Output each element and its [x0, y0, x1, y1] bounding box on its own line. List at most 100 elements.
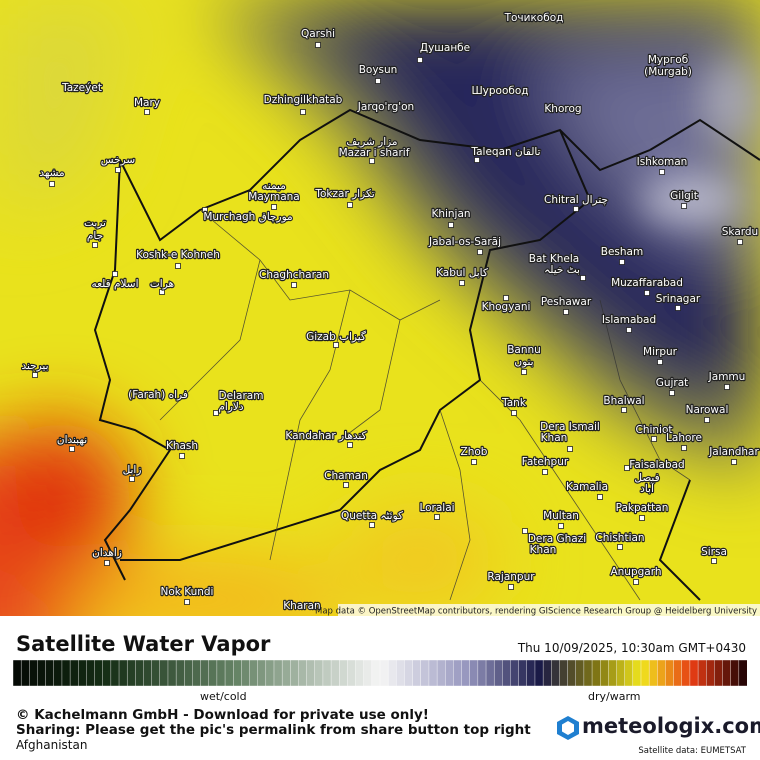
city-label: Chiniot — [635, 424, 672, 436]
city-label: Mazar i sharif — [339, 147, 410, 159]
city-label: Jalandhar — [708, 446, 759, 458]
city-label: Tank — [501, 397, 527, 409]
scale-cell — [69, 660, 79, 687]
scale-cell — [681, 660, 691, 687]
map: Qarshi Boysun Душанбе Точикобод Мургоб(Murga… — [0, 0, 760, 616]
city-label: Murchagh مورچاق — [203, 211, 292, 223]
city-marker — [129, 476, 135, 482]
scale-cell — [445, 660, 454, 687]
scale-cell — [192, 660, 202, 687]
scale-cell — [224, 660, 234, 687]
city-label: میمنه — [262, 180, 286, 192]
scale-cell — [412, 660, 422, 687]
city-label: مشهد — [39, 167, 64, 179]
scale-cell — [13, 660, 22, 687]
scale-cell — [600, 660, 609, 687]
city-label: Boysun — [359, 64, 398, 76]
scale-cell — [290, 660, 299, 687]
scale-cell — [436, 660, 446, 687]
scale-cell — [477, 660, 487, 687]
city-marker — [459, 280, 465, 286]
scale-cell — [542, 660, 552, 687]
city-marker — [724, 384, 730, 390]
city-marker — [657, 359, 663, 365]
scale-cell — [273, 660, 283, 687]
city-label: اسلام قلعه — [91, 278, 138, 290]
city-label: Chaman — [324, 470, 368, 482]
city-label: Мургоб — [648, 54, 688, 66]
scale-cell — [322, 660, 332, 687]
city-label: Tazeýet — [61, 82, 102, 94]
scale-cell — [616, 660, 626, 687]
city-label: Gizab گیزاب — [306, 330, 366, 343]
city-label: فیصل — [634, 472, 659, 484]
city-marker — [580, 275, 586, 281]
scale-cell — [184, 660, 193, 687]
city-label: Khan — [530, 544, 557, 556]
city-marker — [669, 390, 675, 396]
city-marker — [179, 453, 185, 459]
scale-cell — [143, 660, 153, 687]
city-label: Anupgarh — [610, 566, 661, 578]
city-label: بنوں — [514, 356, 533, 368]
city-label: Jammu — [708, 371, 746, 383]
scale-cell — [608, 660, 618, 687]
city-label: Delaram — [219, 390, 264, 402]
city-label: جام — [87, 230, 103, 242]
city-label: Nok Kundi — [161, 586, 214, 598]
scale-cell — [78, 660, 87, 687]
brand[interactable]: meteologix.com — [582, 714, 760, 738]
city-marker — [343, 482, 349, 488]
city-marker — [369, 522, 375, 528]
scale-cell — [559, 660, 569, 687]
scale-cell — [151, 660, 161, 687]
scale-cell — [689, 660, 699, 687]
scale-cell — [241, 660, 251, 687]
scale-cell — [567, 660, 577, 687]
city-marker — [675, 305, 681, 311]
city-marker — [731, 459, 737, 465]
city-label: زابل — [123, 464, 142, 476]
scale-cell — [502, 660, 511, 687]
city-label: Шурообод — [471, 85, 528, 97]
scale-cell — [575, 660, 585, 687]
city-marker — [617, 544, 623, 550]
scale-cell — [583, 660, 593, 687]
map-attribution: Map data © OpenStreetMap contributors, r… — [315, 607, 757, 617]
scale-cell — [102, 660, 112, 687]
city-label: Srinagar — [656, 293, 701, 305]
city-label: Точикобод — [504, 12, 564, 24]
city-marker — [213, 410, 219, 416]
scale-cell — [167, 660, 177, 687]
scale-cell — [135, 660, 144, 687]
city-marker — [477, 249, 483, 255]
city-marker — [633, 579, 639, 585]
city-label: Khan — [541, 432, 568, 444]
scale-cell — [387, 660, 397, 687]
city-marker — [184, 599, 190, 605]
city-label: Gilgit — [670, 190, 698, 202]
city-label: نهبندان — [57, 434, 87, 446]
city-marker — [69, 446, 75, 452]
city-marker — [644, 290, 650, 296]
city-label: Lahore — [666, 432, 702, 444]
city-label: Khinjan — [431, 208, 470, 220]
city-label: Narowal — [686, 404, 729, 416]
copyright: © Kachelmann GmbH - Download for private… — [16, 707, 429, 723]
city-marker — [474, 157, 480, 163]
city-marker — [659, 169, 665, 175]
city-marker — [542, 469, 548, 475]
scale-cell — [632, 660, 642, 687]
city-marker — [573, 206, 579, 212]
city-label: Besham — [601, 246, 643, 258]
city-marker — [503, 295, 509, 301]
scale-cell — [706, 660, 715, 687]
scale-cell — [265, 660, 275, 687]
city-marker — [558, 523, 564, 529]
city-marker — [300, 109, 306, 115]
city-label: Dera Ghazi — [528, 533, 586, 545]
city-label: آباد — [640, 482, 655, 495]
city-label: Душанбе — [420, 42, 470, 54]
scale-cell — [428, 660, 438, 687]
